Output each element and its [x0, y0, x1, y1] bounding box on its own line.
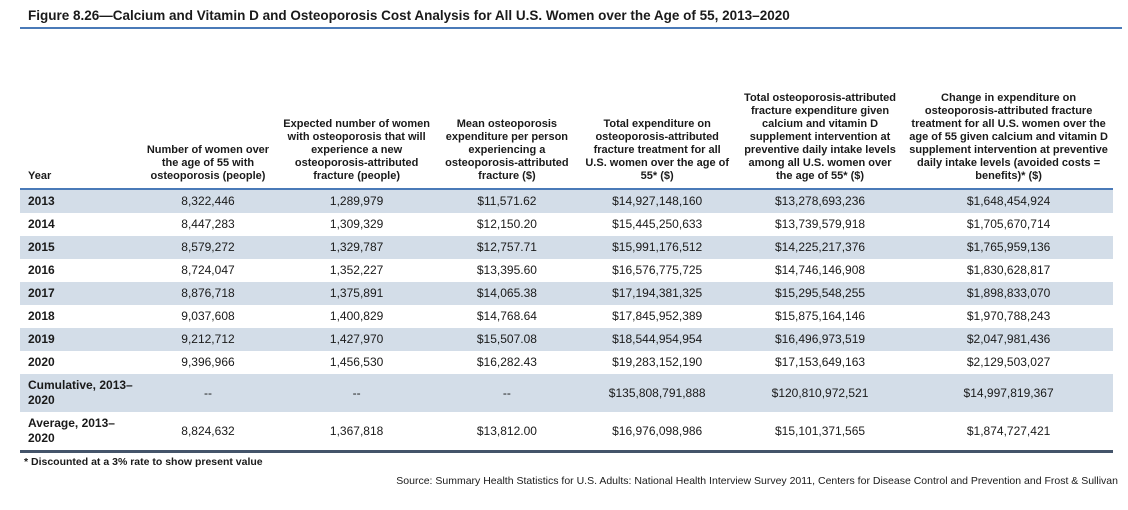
table-row-2016: 2016 8,724,047 1,352,227 $13,395.60 $16,… [20, 259, 1113, 282]
table-cell: $16,282.43 [476, 355, 537, 369]
figure-title: Figure 8.26—Calcium and Vitamin D and Os… [20, 0, 1122, 29]
table-row-2014: 2014 8,447,283 1,309,329 $12,150.20 $15,… [20, 213, 1113, 236]
table-cell: $11,571.62 [477, 194, 537, 208]
table-cell: $1,705,670,714 [966, 217, 1051, 231]
row-header-year: 2020 [28, 355, 55, 369]
table-cell: $14,065.38 [476, 286, 537, 300]
table-cell: $15,991,176,512 [612, 240, 703, 254]
table-cell: $135,808,791,888 [608, 385, 706, 400]
column-header-mean-expenditure: Mean osteoporosis expenditure per person… [435, 29, 579, 190]
column-header-expenditure-with-intervention: Total osteoporosis-attributed fracture e… [735, 29, 905, 190]
table-cell: -- [203, 385, 212, 400]
table-cell: $17,845,952,389 [612, 309, 703, 323]
column-header-women-with-osteoporosis: Number of women over the age of 55 with … [138, 29, 278, 190]
table-cell: 1,289,979 [329, 194, 384, 208]
table-header: Year Number of women over the age of 55 … [20, 29, 1113, 190]
footnote: * Discounted at a 3% rate to show presen… [24, 456, 263, 468]
table-cell: $15,101,371,565 [774, 423, 866, 438]
table-cell: $14,225,217,376 [774, 240, 866, 254]
table-cell: $16,496,973,519 [774, 332, 866, 346]
table-cell: 1,367,818 [329, 423, 384, 438]
column-header-total-expenditure: Total expenditure on osteoporosis-attrib… [578, 29, 736, 190]
table-cell: $15,295,548,255 [774, 286, 866, 300]
table-cell: 8,824,632 [181, 423, 235, 438]
row-header-year: 2013 [28, 194, 55, 208]
table-cell: $14,997,819,367 [963, 385, 1054, 400]
table-cell: -- [352, 385, 361, 400]
table-cell: $16,576,775,725 [612, 263, 703, 277]
table-row-2013: 2013 8,322,446 1,289,979 $11,571.62 $14,… [20, 189, 1113, 213]
table-cell: $2,129,503,027 [966, 355, 1051, 369]
table-cell: $1,648,454,924 [966, 194, 1051, 208]
row-header-year: 2016 [28, 263, 55, 277]
table-cell: $14,768.64 [476, 309, 537, 323]
row-header-year: 2019 [28, 332, 55, 346]
table-body: 2013 8,322,446 1,289,979 $11,571.62 $14,… [20, 189, 1113, 452]
table-row-average: Average, 2013–2020 8,824,632 1,367,818 $… [20, 412, 1113, 452]
table-cell: $12,757.71 [476, 240, 537, 254]
table-row-2015: 2015 8,579,272 1,329,787 $12,757.71 $15,… [20, 236, 1113, 259]
table-row-cumulative: Cumulative, 2013–2020 -- -- -- $135,808,… [20, 374, 1113, 412]
table-cell: $1,970,788,243 [966, 309, 1051, 323]
cost-analysis-table: Year Number of women over the age of 55 … [20, 29, 1113, 453]
table-cell: $13,812.00 [476, 423, 537, 438]
table-cell: 1,375,891 [329, 286, 384, 300]
table-cell: $13,278,693,236 [774, 194, 866, 208]
table-row-2020: 2020 9,396,966 1,456,530 $16,282.43 $19,… [20, 351, 1113, 374]
table-cell: $15,875,164,146 [774, 309, 866, 323]
table-cell: $17,194,381,325 [612, 286, 703, 300]
table-cell: 1,456,530 [329, 355, 384, 369]
column-header-expected-fractures: Expected number of women with osteoporos… [277, 29, 436, 190]
source-note: Source: Summary Health Statistics for U.… [396, 475, 1118, 487]
table-cell: $17,153,649,163 [774, 355, 866, 369]
table-cell: 1,352,227 [329, 263, 384, 277]
column-header-year: Year [20, 29, 139, 190]
table-cell: $13,739,579,918 [774, 217, 866, 231]
table-cell: $18,544,954,954 [612, 332, 703, 346]
row-header-year: 2015 [28, 240, 55, 254]
table-cell: 1,309,329 [329, 217, 384, 231]
row-header-year: 2017 [28, 286, 55, 300]
table-row-2019: 2019 9,212,712 1,427,970 $15,507.08 $18,… [20, 328, 1113, 351]
table-cell: $120,810,972,521 [771, 385, 869, 400]
table-cell: 9,396,966 [181, 355, 235, 369]
table-row-2017: 2017 8,876,718 1,375,891 $14,065.38 $17,… [20, 282, 1113, 305]
table-cell: 8,724,047 [181, 263, 235, 277]
row-header-year: 2018 [28, 309, 55, 323]
table-cell: $12,150.20 [476, 217, 537, 231]
table-cell: $19,283,152,190 [612, 355, 703, 369]
table-cell: 9,212,712 [181, 332, 235, 346]
table-cell: $1,898,833,070 [966, 286, 1051, 300]
table-cell: $14,746,146,908 [774, 263, 866, 277]
column-header-change-in-expenditure: Change in expenditure on osteoporosis-at… [904, 29, 1113, 190]
table-cell: $1,765,959,136 [966, 240, 1051, 254]
table-cell: $1,874,727,421 [966, 423, 1051, 438]
table-cell: 8,579,272 [181, 240, 235, 254]
header-row: Year Number of women over the age of 55 … [20, 29, 1113, 190]
table-cell: 1,329,787 [329, 240, 384, 254]
row-header-year: 2014 [28, 217, 55, 231]
table-cell: $15,507.08 [476, 332, 537, 346]
table-cell: 1,427,970 [329, 332, 384, 346]
row-header-cumulative: Cumulative, 2013–2020 [28, 378, 133, 407]
table-cell: 8,447,283 [181, 217, 235, 231]
table-cell: $14,927,148,160 [612, 194, 703, 208]
row-header-average: Average, 2013–2020 [28, 416, 115, 445]
table-cell: -- [502, 385, 511, 400]
table-cell: $13,395.60 [476, 263, 537, 277]
table-cell: $1,830,628,817 [966, 263, 1051, 277]
table-cell: $2,047,981,436 [966, 332, 1051, 346]
table-cell: $16,976,098,986 [612, 423, 703, 438]
table-cell: 8,876,718 [181, 286, 235, 300]
table-cell: 1,400,829 [329, 309, 384, 323]
table-cell: 8,322,446 [181, 194, 235, 208]
table-row-2018: 2018 9,037,608 1,400,829 $14,768.64 $17,… [20, 305, 1113, 328]
table-cell: 9,037,608 [181, 309, 235, 323]
table-cell: $15,445,250,633 [612, 217, 703, 231]
